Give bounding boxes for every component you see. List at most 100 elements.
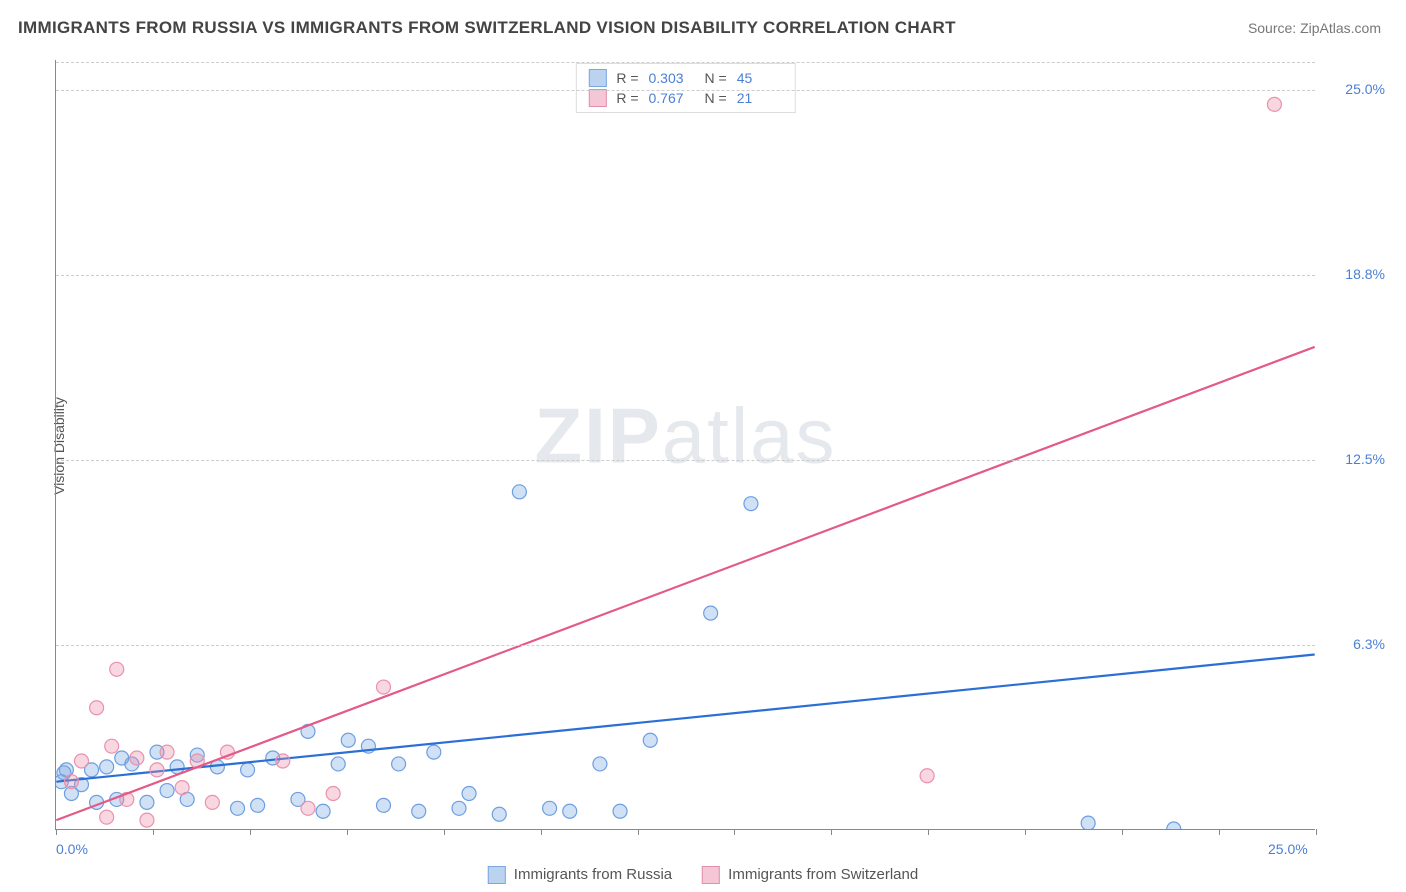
data-point	[377, 680, 391, 694]
legend-series: Immigrants from Russia Immigrants from Sw…	[488, 866, 918, 884]
x-tick-label: 25.0%	[1268, 841, 1308, 857]
x-tick	[347, 829, 348, 835]
data-point	[492, 807, 506, 821]
legend-swatch	[488, 866, 506, 884]
data-point	[744, 497, 758, 511]
gridline	[56, 645, 1315, 646]
legend-swatch	[702, 866, 720, 884]
data-point	[643, 733, 657, 747]
x-tick	[1122, 829, 1123, 835]
legend-swatch	[588, 69, 606, 87]
legend-r-value: 0.303	[649, 70, 695, 86]
x-tick	[638, 829, 639, 835]
legend-stat-row: R =0.303N =45	[588, 68, 782, 88]
data-point	[100, 760, 114, 774]
watermark-rest: atlas	[662, 391, 837, 479]
data-point	[150, 763, 164, 777]
gridline	[56, 62, 1315, 63]
data-point	[190, 748, 204, 762]
watermark-bold: ZIP	[534, 391, 661, 479]
data-point	[1167, 822, 1181, 829]
data-point	[452, 801, 466, 815]
legend-series-item: Immigrants from Russia	[488, 866, 672, 884]
y-tick-label: 12.5%	[1325, 451, 1385, 467]
y-tick-label: 25.0%	[1325, 81, 1385, 97]
legend-n-label: N =	[705, 90, 727, 106]
x-tick	[56, 829, 57, 835]
legend-series-label: Immigrants from Switzerland	[728, 866, 918, 883]
chart-svg-overlay	[56, 60, 1315, 829]
x-tick	[928, 829, 929, 835]
data-point	[85, 763, 99, 777]
x-tick	[153, 829, 154, 835]
source-label: Source:	[1248, 20, 1300, 36]
watermark: ZIPatlas	[534, 390, 836, 481]
data-point	[220, 745, 234, 759]
data-point	[704, 606, 718, 620]
x-tick	[250, 829, 251, 835]
data-point	[291, 792, 305, 806]
data-point	[115, 751, 129, 765]
data-point	[427, 745, 441, 759]
data-point	[301, 801, 315, 815]
data-point	[130, 751, 144, 765]
x-tick	[444, 829, 445, 835]
legend-series-label: Immigrants from Russia	[514, 866, 672, 883]
source-attribution: Source: ZipAtlas.com	[1248, 20, 1381, 36]
legend-n-value: 45	[737, 70, 783, 86]
x-tick	[734, 829, 735, 835]
data-point	[190, 754, 204, 768]
x-tick	[1219, 829, 1220, 835]
gridline	[56, 460, 1315, 461]
data-point	[462, 787, 476, 801]
data-point	[392, 757, 406, 771]
data-point	[160, 784, 174, 798]
data-point	[56, 775, 68, 789]
data-point	[120, 792, 134, 806]
chart-title: IMMIGRANTS FROM RUSSIA VS IMMIGRANTS FRO…	[18, 18, 956, 38]
data-point	[105, 739, 119, 753]
data-point	[341, 733, 355, 747]
data-point	[180, 792, 194, 806]
data-point	[100, 810, 114, 824]
data-point	[563, 804, 577, 818]
source-value: ZipAtlas.com	[1300, 20, 1381, 36]
data-point	[331, 757, 345, 771]
data-point	[125, 757, 139, 771]
data-point	[110, 792, 124, 806]
data-point	[361, 739, 375, 753]
data-point	[90, 701, 104, 715]
data-point	[74, 754, 88, 768]
x-tick	[1025, 829, 1026, 835]
data-point	[110, 662, 124, 676]
legend-n-value: 21	[737, 90, 783, 106]
trend-line	[56, 347, 1314, 820]
data-point	[301, 724, 315, 738]
data-point	[90, 795, 104, 809]
data-point	[326, 787, 340, 801]
legend-n-label: N =	[705, 70, 727, 86]
data-point	[64, 775, 78, 789]
data-point	[64, 787, 78, 801]
data-point	[1081, 816, 1095, 829]
data-point	[377, 798, 391, 812]
data-point	[613, 804, 627, 818]
data-point	[316, 804, 330, 818]
trend-line	[56, 654, 1314, 781]
data-point	[412, 804, 426, 818]
gridline	[56, 275, 1315, 276]
data-point	[231, 801, 245, 815]
data-point	[140, 813, 154, 827]
chart-plot-area: ZIPatlas R =0.303N =45R =0.767N =21 6.3%…	[55, 60, 1315, 830]
legend-correlation-box: R =0.303N =45R =0.767N =21	[575, 63, 795, 113]
data-point	[241, 763, 255, 777]
legend-r-label: R =	[616, 90, 638, 106]
y-tick-label: 6.3%	[1325, 636, 1385, 652]
data-point	[276, 754, 290, 768]
data-point	[57, 766, 71, 780]
legend-stat-row: R =0.767N =21	[588, 88, 782, 108]
legend-series-item: Immigrants from Switzerland	[702, 866, 918, 884]
data-point	[1267, 97, 1281, 111]
data-point	[74, 778, 88, 792]
data-point	[150, 745, 164, 759]
